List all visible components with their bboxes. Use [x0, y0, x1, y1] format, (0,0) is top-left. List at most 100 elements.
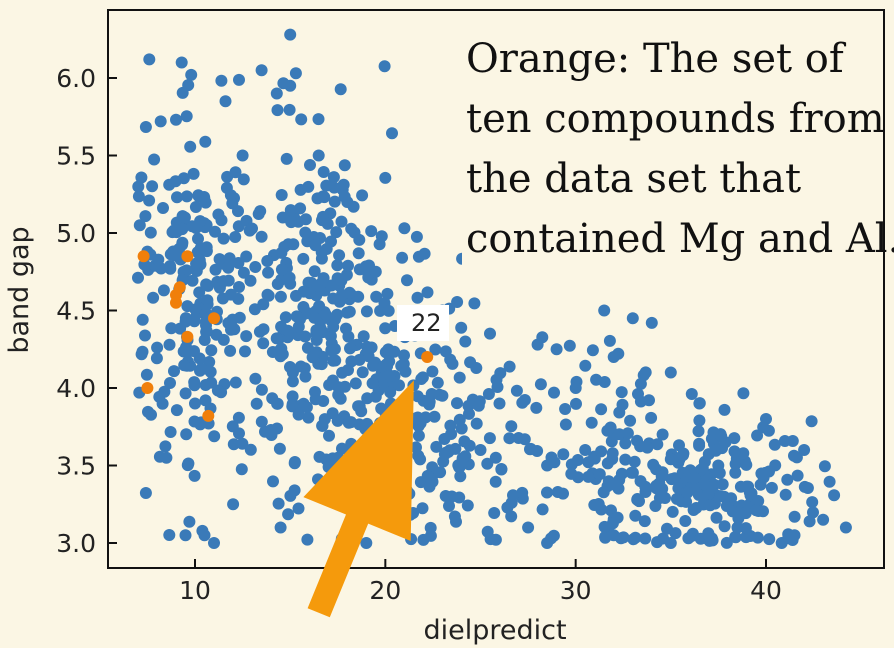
blue-point-776 [565, 458, 578, 471]
blue-point-144 [189, 201, 202, 213]
blue-point-447 [290, 310, 303, 323]
blue-point-345 [310, 346, 323, 359]
blue-point-434 [236, 437, 249, 450]
blue-point-982 [664, 537, 677, 549]
blue-point-197 [182, 457, 195, 470]
blue-point-454 [325, 344, 338, 357]
blue-point-947 [775, 537, 788, 549]
blue-point-216 [250, 397, 263, 410]
plot-frame [107, 9, 885, 569]
blue-point-175 [213, 253, 226, 266]
blue-point-458 [259, 425, 271, 438]
orange-point-7 [421, 351, 434, 363]
blue-point-449 [318, 191, 331, 204]
blue-point-111 [237, 173, 250, 186]
blue-point-512 [416, 371, 429, 384]
blue-point-122 [168, 365, 180, 378]
blue-point-455 [275, 263, 288, 276]
blue-point-312 [320, 179, 333, 192]
blue-point-283 [302, 180, 315, 193]
blue-point-411 [312, 113, 325, 126]
blue-point-286 [272, 497, 285, 510]
blue-point-252 [233, 73, 245, 86]
blue-point-148 [201, 294, 214, 307]
blue-point-750 [530, 401, 543, 414]
blue-point-664 [453, 371, 466, 384]
blue-point-897 [788, 510, 801, 523]
blue-point-602 [398, 349, 410, 362]
blue-point-820 [557, 448, 570, 461]
blue-point-417 [255, 415, 268, 428]
blue-point-952 [175, 56, 188, 69]
y-tick-label-3: 3.0 [56, 529, 96, 558]
blue-point-89 [226, 313, 239, 326]
blue-point-107 [146, 180, 159, 193]
blue-point-983 [702, 529, 715, 542]
blue-point-621 [353, 418, 366, 431]
blue-point-782 [666, 505, 679, 518]
blue-point-376 [401, 274, 413, 287]
blue-point-221 [244, 274, 257, 287]
blue-point-896 [690, 484, 703, 497]
blue-point-710 [516, 396, 529, 409]
annotation-line-2: ten compounds from [466, 96, 885, 142]
blue-point-166 [176, 223, 189, 236]
blue-point-84 [171, 191, 183, 204]
blue-point-597 [433, 388, 446, 401]
blue-point-243 [386, 127, 398, 140]
blue-point-728 [606, 447, 619, 460]
blue-point-155 [212, 208, 225, 221]
blue-point-988 [798, 444, 811, 456]
annotation-text-block: Orange: The set of ten compounds from the … [462, 34, 894, 272]
blue-point-737 [628, 455, 641, 468]
blue-point-862 [768, 438, 781, 451]
blue-point-568 [388, 345, 401, 358]
blue-point-238 [237, 266, 250, 279]
blue-point-101 [235, 463, 248, 476]
blue-point-812 [604, 421, 617, 434]
blue-point-406 [357, 330, 370, 343]
blue-point-461 [271, 397, 284, 410]
blue-point-1004 [160, 451, 173, 464]
blue-point-968 [550, 343, 563, 356]
blue-point-342 [281, 324, 294, 337]
blue-point-202 [178, 211, 191, 224]
blue-point-373 [356, 189, 369, 202]
blue-point-963 [398, 222, 411, 235]
blue-point-204 [233, 281, 245, 293]
blue-point-697 [603, 334, 616, 347]
blue-point-633 [426, 365, 439, 378]
blue-point-993 [579, 444, 592, 456]
blue-point-984 [731, 521, 744, 534]
blue-point-408 [308, 265, 321, 278]
blue-point-893 [781, 473, 794, 486]
blue-point-445 [262, 289, 275, 302]
blue-point-977 [493, 397, 506, 410]
blue-point-206 [225, 288, 237, 301]
blue-point-593 [443, 444, 456, 457]
blue-point-254 [317, 166, 330, 178]
y-tick-label-4.5: 4.5 [56, 297, 96, 326]
blue-point-730 [645, 411, 658, 424]
blue-point-567 [482, 388, 495, 400]
blue-point-832 [675, 495, 688, 508]
blue-point-905 [718, 403, 731, 416]
blue-point-634 [491, 381, 504, 393]
blue-point-579 [483, 432, 496, 445]
blue-point-347 [315, 358, 328, 371]
blue-point-669 [430, 440, 443, 453]
blue-point-839 [598, 520, 611, 533]
y-tick-label-6: 6.0 [56, 64, 96, 93]
blue-point-795 [647, 458, 660, 471]
blue-point-935 [728, 445, 741, 458]
blue-point-255 [240, 250, 253, 263]
blue-point-5 [193, 286, 206, 299]
blue-point-363 [301, 533, 314, 546]
blue-point-815 [627, 533, 640, 546]
blue-point-384 [304, 159, 316, 171]
blue-point-167 [145, 408, 157, 421]
blue-point-94 [192, 232, 204, 245]
blue-point-145 [223, 252, 236, 265]
blue-point-348 [338, 159, 351, 172]
blue-point-828 [693, 414, 706, 427]
